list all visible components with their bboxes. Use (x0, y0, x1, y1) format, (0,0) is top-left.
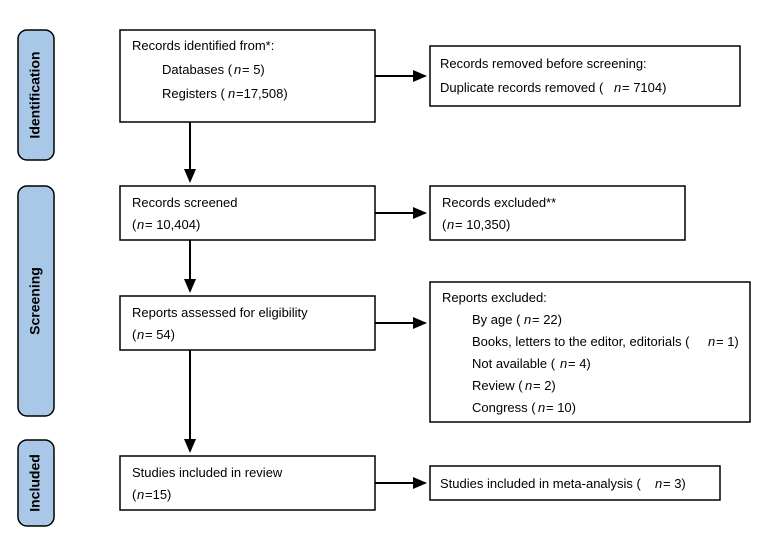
box-reports_excluded-line-8: n (560, 356, 567, 371)
box-reports_excluded-line-4: Books, letters to the editor, editorials… (472, 334, 690, 349)
box-screened: Records screened(n = 10,404) (120, 186, 375, 240)
stage-label-screening: Screening (27, 267, 43, 335)
box-reports_excluded-line-11: n (525, 378, 532, 393)
box-excluded_screen-line-0: Records excluded** (442, 195, 556, 210)
box-reports_excluded-line-1: By age ( (472, 312, 521, 327)
stage-screening: Screening (18, 186, 54, 416)
box-reports_excluded-line-12: = 2) (533, 378, 556, 393)
box-identified-line-1: Databases ( (162, 62, 233, 77)
box-reports_excluded-line-3: = 22) (532, 312, 562, 327)
box-identified: Records identified from*:Databases (n = … (120, 30, 375, 122)
box-removed_before-line-0: Records removed before screening: (440, 56, 647, 71)
box-screened-line-3: = 10,404) (145, 217, 200, 232)
box-reports_excluded-line-14: n (538, 400, 545, 415)
box-reports_excluded-line-15: = 10) (546, 400, 576, 415)
box-screened-line-0: Records screened (132, 195, 238, 210)
box-included_review-line-3: =15) (145, 487, 171, 502)
box-screened-line-2: n (137, 217, 144, 232)
box-excluded_screen-line-3: = 10,350) (455, 217, 510, 232)
box-removed_before-line-1: Duplicate records removed ( (440, 80, 604, 95)
box-identified-line-3: = 5) (242, 62, 265, 77)
box-included_meta-line-2: = 3) (663, 476, 686, 491)
prisma-flowchart: Identification Screening Included Records i… (0, 0, 770, 560)
box-identified-line-2: n (234, 62, 241, 77)
stage-identification: Identification (18, 30, 54, 160)
box-included_review: Studies included in review(n =15) (120, 456, 375, 510)
box-assessed: Reports assessed for eligibility(n = 54) (120, 296, 375, 350)
box-excluded_screen: Records excluded**(n = 10,350) (430, 186, 685, 240)
box-removed_before: Records removed before screening: Duplica… (430, 46, 740, 106)
box-identified-line-0: Records identified from*: (132, 38, 274, 53)
box-assessed-line-2: n (137, 327, 144, 342)
stage-label-identification: Identification (27, 51, 43, 138)
box-identified-line-5: n (228, 86, 235, 101)
box-included_review-line-2: n (137, 487, 144, 502)
box-reports_excluded: Reports excluded:By age (n = 22)Books, l… (430, 282, 750, 422)
box-assessed-line-0: Reports assessed for eligibility (132, 305, 308, 320)
box-included_meta: Studies included in meta-analysis ( n = 3… (430, 466, 720, 500)
box-included_review-line-0: Studies included in review (132, 465, 283, 480)
box-reports_excluded-line-6: = 1) (716, 334, 739, 349)
box-included_meta-line-1: n (655, 476, 662, 491)
stage-label-included: Included (27, 454, 43, 512)
box-excluded_screen-line-2: n (447, 217, 454, 232)
box-reports_excluded-line-5: n (708, 334, 715, 349)
box-reports_excluded-line-13: Congress ( (472, 400, 536, 415)
box-reports_excluded-line-9: = 4) (568, 356, 591, 371)
box-reports_excluded-line-10: Review ( (472, 378, 523, 393)
box-reports_excluded-line-7: Not available ( (472, 356, 556, 371)
box-identified-line-6: =17,508) (236, 86, 288, 101)
box-assessed-line-3: = 54) (145, 327, 175, 342)
box-removed_before-line-3: = 7104) (622, 80, 666, 95)
box-reports_excluded-line-0: Reports excluded: (442, 290, 547, 305)
box-included_meta-line-0: Studies included in meta-analysis ( (440, 476, 642, 491)
stage-included: Included (18, 440, 54, 526)
box-removed_before-line-2: n (614, 80, 621, 95)
box-reports_excluded-line-2: n (524, 312, 531, 327)
box-identified-line-4: Registers ( (162, 86, 226, 101)
